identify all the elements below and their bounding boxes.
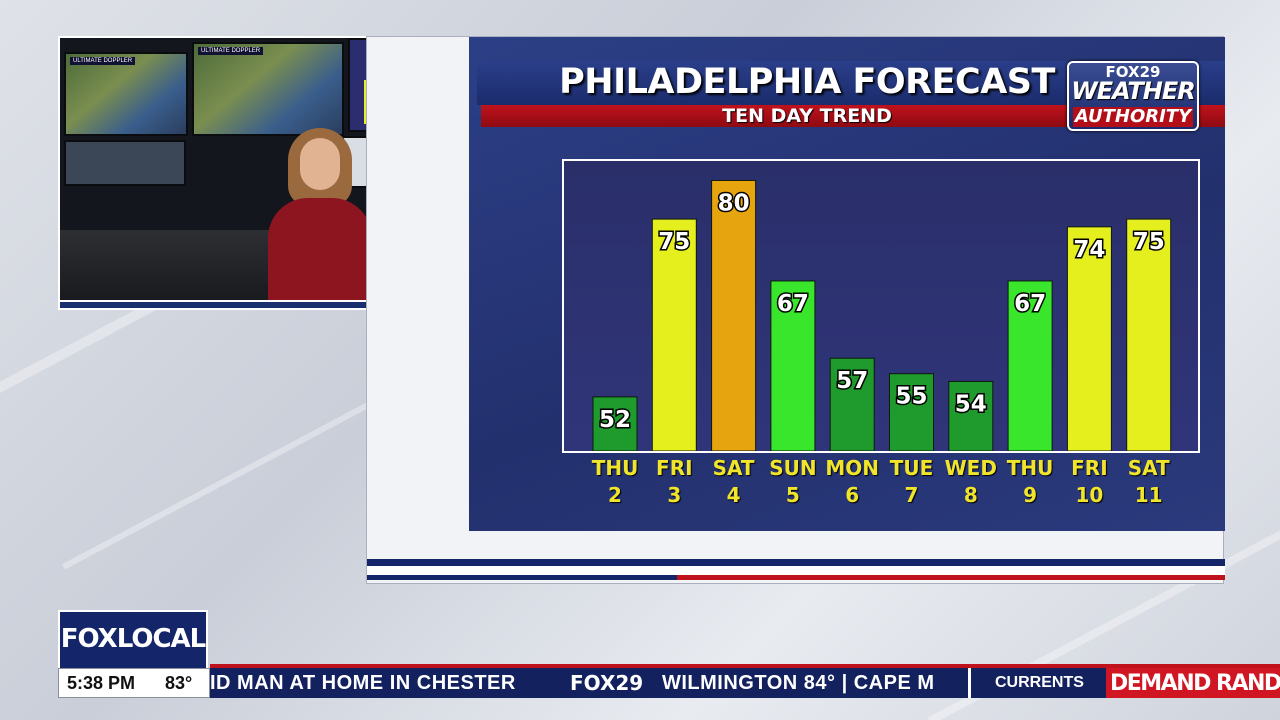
bar-value-label: 54: [955, 391, 987, 417]
ticker-station-logo: FOX29: [570, 671, 644, 695]
day-label: SAT 11: [1119, 455, 1179, 509]
day-name: SUN: [769, 456, 817, 480]
day-name: WED: [944, 456, 997, 480]
day-label: SAT 4: [704, 455, 764, 509]
stripe-navy: [367, 575, 677, 580]
day-label: FRI 3: [644, 455, 704, 509]
temperature-bar: [948, 380, 994, 452]
bar-value-label: 55: [895, 384, 927, 410]
day-date: 5: [785, 483, 800, 507]
bar-value-label: 80: [718, 190, 750, 216]
ticker-divider: [968, 668, 971, 698]
ticker-top-stripe: [210, 664, 1280, 668]
day-name: FRI: [656, 456, 693, 480]
bar-value-label: 74: [1073, 237, 1105, 263]
day-label: SUN 5: [763, 455, 823, 509]
day-name: THU: [1006, 456, 1054, 480]
logo-station: FOX29: [1105, 63, 1161, 81]
day-name: FRI: [1071, 456, 1108, 480]
forecast-subtitle: TEN DAY TREND: [722, 105, 892, 127]
day-name: TUE: [889, 456, 934, 480]
stripe-navy: [367, 559, 1225, 566]
subtitle-bar: [481, 105, 1225, 127]
day-label: WED 8: [941, 455, 1001, 509]
day-label: TUE 7: [882, 455, 942, 509]
bar-value-label: 67: [1014, 291, 1046, 317]
day-date: 4: [726, 483, 741, 507]
foxlocal-logo: FOXLOCAL: [58, 610, 208, 668]
day-name: THU: [591, 456, 639, 480]
day-date: 9: [1023, 483, 1038, 507]
time-temp-box: 5:38 PM 83°: [58, 668, 210, 698]
day-name: SAT: [712, 456, 755, 480]
doppler-monitor: ULTIMATE DOPPLER: [192, 42, 344, 136]
bar-value-label: 75: [1133, 229, 1165, 255]
foxlocal-text: FOXLOCAL: [60, 624, 207, 654]
day-label: THU 9: [1000, 455, 1060, 509]
panel-stripes: [367, 559, 1225, 580]
bar-chart: 52 75 80 67 57 55 54 67 74 75: [592, 179, 1172, 452]
bar-value-label: 57: [836, 368, 868, 394]
day-date: 8: [963, 483, 978, 507]
inset-bottom-strip: [60, 300, 462, 308]
forecast-panel: PHILADELPHIA FORECAST TEN DAY TREND FOX2…: [366, 36, 1225, 584]
day-name: SAT: [1127, 456, 1170, 480]
background-streak: [62, 376, 418, 570]
day-name: MON: [825, 456, 880, 480]
temperature-bar: [1007, 280, 1053, 452]
temperature-bar: [592, 396, 638, 452]
ticker-weather: WILMINGTON 84° | CAPE M: [662, 672, 935, 694]
currents-label: CURRENTS: [995, 674, 1084, 691]
logo-authority: AUTHORITY: [1073, 106, 1193, 127]
stripe-white: [367, 566, 1225, 575]
presenter-face: [300, 138, 340, 190]
day-date: 10: [1075, 483, 1104, 507]
logo-weather: WEATHER: [1071, 77, 1195, 105]
monitor-label: ULTIMATE DOPPLER: [70, 57, 136, 65]
day-date: 3: [667, 483, 682, 507]
temperature-bar: [711, 179, 757, 452]
stripe-red: [677, 575, 1225, 580]
temperature-bar: [651, 218, 697, 452]
current-temperature: 83°: [165, 673, 193, 693]
doppler-monitor: ULTIMATE DOPPLER: [64, 52, 188, 136]
ticker-headline: ID MAN AT HOME IN CHESTER: [210, 672, 516, 694]
day-date: 11: [1134, 483, 1163, 507]
bar-value-label: 52: [599, 407, 631, 433]
news-ticker: ID MAN AT HOME IN CHESTER FOX29 WILMINGT…: [210, 668, 1280, 698]
day-label: MON 6: [822, 455, 882, 509]
clock: 5:38 PM: [67, 673, 136, 693]
studio-monitor: [64, 140, 186, 186]
bar-value-label: 75: [658, 229, 690, 255]
forecast-title: PHILADELPHIA FORECAST: [559, 62, 1055, 102]
sponsor-badge: DEMAND RAND: [1106, 668, 1280, 698]
sponsor-text: DEMAND RAND: [1110, 671, 1280, 696]
day-date: 2: [608, 483, 622, 507]
day-label: FRI 10: [1059, 455, 1119, 509]
day-date: 6: [845, 483, 860, 507]
chart-plot-area: 52 75 80 67 57 55 54 67 74 75: [562, 159, 1200, 453]
presenter-body: [268, 198, 372, 308]
temperature-bar: [1066, 226, 1112, 452]
bar-value-label: 67: [777, 291, 809, 317]
day-date: 7: [904, 483, 919, 507]
temperature-bar: [1126, 218, 1172, 452]
weather-authority-logo: FOX29 WEATHER AUTHORITY: [1067, 61, 1199, 131]
monitor-label: ULTIMATE DOPPLER: [198, 47, 264, 55]
day-label: THU 2: [585, 455, 645, 509]
